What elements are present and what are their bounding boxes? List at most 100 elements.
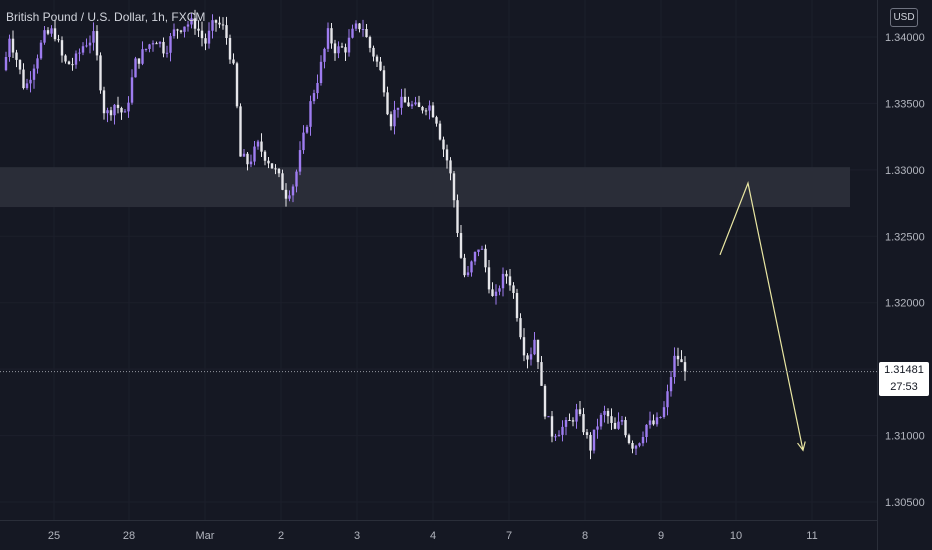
- candle: [666, 384, 669, 416]
- candle-body: [652, 420, 655, 425]
- price-tick-label-6: 1.31000: [885, 431, 925, 443]
- candle: [253, 140, 256, 166]
- candle-body: [449, 160, 452, 174]
- candle-body: [662, 407, 666, 417]
- candle-body: [526, 355, 529, 360]
- candle: [291, 184, 295, 203]
- candle: [295, 169, 298, 193]
- candle: [575, 403, 578, 429]
- candle-body: [179, 30, 183, 32]
- candle-body: [11, 38, 15, 53]
- candle: [344, 43, 347, 62]
- candle: [435, 115, 438, 127]
- time-axis[interactable]: 25 28 Mar 2 3 4 7 8 9 10 11: [0, 520, 877, 543]
- candle: [683, 356, 687, 381]
- candle-body: [92, 31, 95, 43]
- candle-body: [358, 23, 361, 30]
- candle: [561, 420, 564, 442]
- candle-body: [368, 37, 372, 48]
- candle: [330, 22, 333, 49]
- candle: [197, 20, 200, 37]
- candle-body: [249, 161, 253, 165]
- candle-body: [116, 104, 120, 108]
- candle-body: [564, 419, 568, 427]
- currency-badge[interactable]: USD: [890, 8, 918, 27]
- candle-body: [144, 48, 148, 50]
- candle: [400, 88, 403, 115]
- candle-body: [95, 31, 99, 56]
- candle-body: [18, 59, 22, 70]
- candle-body: [81, 46, 85, 53]
- candle: [88, 35, 92, 54]
- candle-body: [25, 83, 29, 89]
- candle-body: [463, 257, 466, 276]
- candle-body: [78, 52, 81, 54]
- candle: [515, 288, 519, 322]
- candle-body: [330, 28, 333, 44]
- candle-body: [71, 64, 74, 66]
- candle: [183, 26, 186, 38]
- time-tick-label-10: 11: [806, 530, 817, 542]
- candle-body: [571, 420, 575, 422]
- symbol-title[interactable]: British Pound / U.S. Dollar, 1h, FXCM: [6, 10, 205, 24]
- candle: [543, 384, 547, 420]
- candle: [452, 171, 456, 208]
- candle: [652, 414, 655, 426]
- candle: [585, 429, 589, 439]
- candle: [74, 50, 78, 69]
- candle-body: [557, 434, 561, 437]
- candle-body: [99, 55, 102, 91]
- candle-body: [225, 25, 228, 39]
- candle: [648, 411, 652, 429]
- candle: [389, 111, 393, 131]
- candle-body: [106, 110, 109, 114]
- candle-body: [260, 141, 263, 152]
- candle-body: [186, 24, 190, 27]
- price-axis[interactable]: 1.340001.335001.330001.325001.320001.315…: [877, 0, 925, 550]
- candle: [337, 41, 340, 59]
- candle: [613, 417, 617, 430]
- candle-body: [484, 248, 487, 268]
- candle: [596, 418, 599, 439]
- candle-body: [547, 416, 550, 418]
- candle: [256, 139, 260, 150]
- candle: [179, 29, 183, 34]
- candle: [533, 331, 536, 356]
- candle: [624, 416, 627, 438]
- candle: [557, 430, 561, 437]
- candle: [351, 24, 354, 39]
- candle: [358, 23, 361, 33]
- candle: [113, 104, 116, 125]
- candle: [235, 61, 239, 109]
- candle-body: [190, 18, 193, 25]
- candle: [99, 52, 102, 94]
- candle-body: [452, 173, 456, 201]
- candle-body: [610, 416, 613, 423]
- candle: [46, 27, 50, 36]
- candle: [204, 33, 207, 51]
- candle-body: [512, 285, 515, 293]
- candle-body: [337, 46, 340, 54]
- candle: [417, 95, 421, 108]
- candle-body: [386, 92, 389, 115]
- candle-body: [36, 58, 39, 69]
- time-tick-label-4: 3: [354, 530, 360, 542]
- candle: [568, 413, 571, 421]
- time-tick-label-1: 28: [123, 530, 135, 542]
- candle-body: [522, 337, 526, 356]
- candle: [60, 36, 64, 63]
- candle-body: [228, 38, 232, 60]
- candle: [655, 412, 659, 427]
- candle-body: [347, 37, 351, 53]
- candle: [512, 282, 515, 299]
- candle-body: [459, 233, 463, 258]
- candle-body: [645, 424, 648, 437]
- candle: [239, 103, 242, 157]
- candle-body: [207, 30, 211, 44]
- candle-body: [340, 46, 344, 48]
- candle-body: [239, 106, 242, 157]
- candle-body: [683, 362, 687, 372]
- candle-body: [575, 409, 578, 422]
